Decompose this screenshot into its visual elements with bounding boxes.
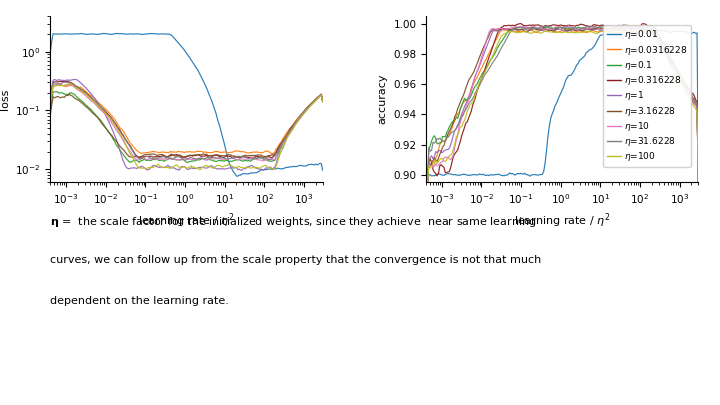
Text: dependent on the learning rate.: dependent on the learning rate. bbox=[50, 296, 229, 306]
Text: curves, we can follow up from the scale property that the convergence is not tha: curves, we can follow up from the scale … bbox=[50, 255, 541, 265]
X-axis label: learning rate / $\eta^2$: learning rate / $\eta^2$ bbox=[138, 211, 235, 230]
Y-axis label: loss: loss bbox=[0, 89, 10, 110]
X-axis label: learning rate / $\eta^2$: learning rate / $\eta^2$ bbox=[514, 211, 611, 230]
Y-axis label: accuracy: accuracy bbox=[378, 74, 388, 124]
Legend: $\eta$=0.01, $\eta$=0.0316228, $\eta$=0.1, $\eta$=0.316228, $\eta$=1, $\eta$=3.1: $\eta$=0.01, $\eta$=0.0316228, $\eta$=0.… bbox=[603, 25, 691, 167]
Text: $\mathbf{\eta}$ =  the scale factor for the initialized weights, since they achi: $\mathbf{\eta}$ = the scale factor for t… bbox=[50, 215, 537, 229]
